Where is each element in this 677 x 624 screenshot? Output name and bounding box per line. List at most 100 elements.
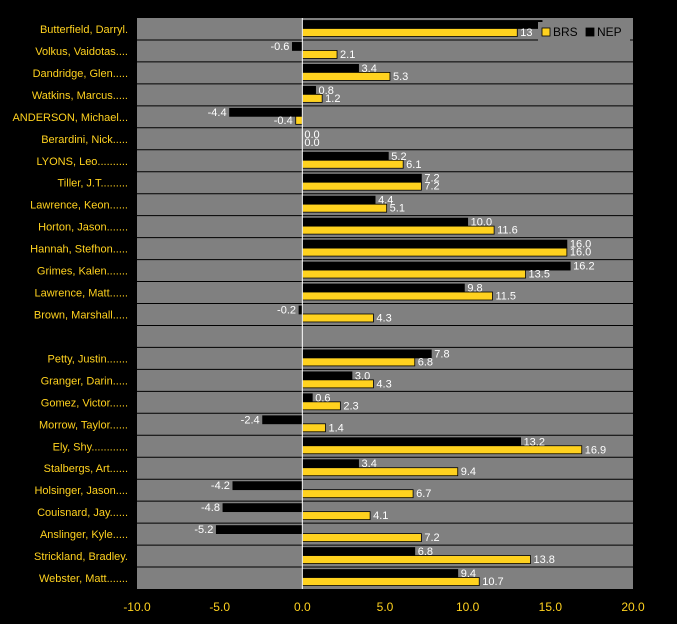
value-label-brs: 13.8 <box>533 554 554 566</box>
x-tick-label: 15.0 <box>539 600 563 614</box>
bar-brs <box>301 28 518 37</box>
category-label: Watkins, Marcus..... <box>32 90 128 102</box>
bar-nep <box>262 415 303 425</box>
bar-nep <box>301 569 459 578</box>
category-label: Strickland, Bradley. <box>34 551 128 563</box>
bar-brs <box>301 555 531 564</box>
x-tick-label: 5.0 <box>377 600 394 614</box>
value-label-brs: -0.4 <box>274 115 293 127</box>
bar-brs <box>301 247 568 257</box>
value-label-nep: 10.0 <box>471 217 492 229</box>
value-label-nep: 6.8 <box>418 546 433 558</box>
value-label-nep: 9.4 <box>461 568 476 580</box>
bar-nep <box>301 217 469 227</box>
bar-brs <box>301 181 422 191</box>
category-label: Butterfield, Darryl. <box>40 24 128 36</box>
bar-nep <box>301 459 359 469</box>
bars <box>215 20 583 586</box>
value-label-nep: 16.2 <box>573 261 594 273</box>
bar-brs <box>301 357 416 367</box>
category-label: Holsinger, Jason.... <box>34 485 128 497</box>
category-label: Ely, Shy............ <box>53 441 128 453</box>
value-labels: 13-0.62.13.45.30.81.2-4.4-0.40.00.05.26.… <box>194 27 606 588</box>
value-label-nep: 4.4 <box>378 195 393 207</box>
category-label: Gomez, Victor...... <box>41 397 128 409</box>
value-label-brs: 5.1 <box>390 203 405 215</box>
category-label: ANDERSON, Michael... <box>12 112 128 124</box>
legend-swatch-brs <box>541 27 551 37</box>
category-label: Lawrence, Matt...... <box>34 288 128 300</box>
bar-nep <box>301 371 353 381</box>
value-label-nep: -0.6 <box>270 41 289 53</box>
value-label-nep: -2.4 <box>241 414 260 426</box>
value-label-brs: 6.8 <box>418 356 433 368</box>
value-label-brs: 4.1 <box>373 510 388 522</box>
bar-brs <box>301 533 422 542</box>
value-label-brs: 13 <box>520 27 532 39</box>
value-label-brs: 2.1 <box>340 49 355 61</box>
x-tick-labels: -10.0 -5.0 0.0 5.0 10.0 15.0 20.0 <box>123 600 645 614</box>
category-label: Dandridge, Glen..... <box>33 68 128 80</box>
category-label: Lawrence, Keon...... <box>30 200 128 212</box>
x-tick-label: -10.0 <box>123 600 151 614</box>
bar-brs <box>301 313 374 323</box>
bar-nep <box>301 437 521 447</box>
bar-brs <box>301 50 338 59</box>
category-label: Berardini, Nick..... <box>41 134 128 146</box>
value-label-nep: 0.6 <box>315 392 330 404</box>
x-tick-label: -5.0 <box>209 600 230 614</box>
value-label-nep: 0.0 <box>304 129 319 141</box>
category-label: Volkus, Vaidotas.... <box>35 46 128 58</box>
legend-label-brs: BRS <box>553 25 578 39</box>
value-label-brs: 11.5 <box>495 291 516 303</box>
bar-brs <box>301 423 326 433</box>
category-label: Grimes, Kalen....... <box>37 266 128 278</box>
legend: BRS NEP <box>538 22 630 42</box>
x-tick-label: 10.0 <box>456 600 480 614</box>
category-label: Couisnard, Jay...... <box>37 507 128 519</box>
value-label-nep: -4.4 <box>208 107 227 119</box>
bar-nep <box>301 173 422 183</box>
bar-brs <box>301 467 459 477</box>
category-label: Brown, Marshall..... <box>34 309 128 321</box>
category-label: Webster, Matt....... <box>39 573 128 585</box>
bar-brs <box>301 577 480 586</box>
value-label-brs: 6.7 <box>416 488 431 500</box>
value-label-brs: 1.4 <box>328 422 343 434</box>
grid-lines <box>137 39 633 568</box>
bar-nep <box>232 481 303 491</box>
bar-nep <box>301 20 543 29</box>
bar-nep <box>301 393 313 403</box>
value-label-nep: 3.4 <box>362 458 377 470</box>
value-label-brs: 4.3 <box>376 312 391 324</box>
bar-nep <box>301 239 568 249</box>
value-label-brs: 6.1 <box>406 159 421 171</box>
bar-brs <box>301 159 404 169</box>
category-label: Petty, Justin....... <box>48 353 129 365</box>
bar-brs <box>295 115 303 125</box>
value-label-brs: 16.9 <box>585 444 606 456</box>
value-label-nep: -4.2 <box>211 480 230 492</box>
category-label: LYONS, Leo.......... <box>36 156 128 168</box>
bar-nep <box>301 195 376 205</box>
bar-nep <box>215 525 303 534</box>
bar-nep <box>301 349 432 359</box>
value-label-brs: 1.2 <box>325 93 340 105</box>
value-label-brs: 7.2 <box>424 532 439 544</box>
value-label-brs: 4.3 <box>376 378 391 390</box>
value-label-brs: 9.4 <box>461 466 476 478</box>
legend-label-nep: NEP <box>597 25 622 39</box>
bar-nep <box>222 503 303 513</box>
bar-nep <box>301 64 359 73</box>
value-label-brs: 10.7 <box>482 576 503 588</box>
bar-nep <box>301 283 465 293</box>
category-label: Morrow, Taylor...... <box>39 419 128 431</box>
bar-nep <box>301 85 316 95</box>
value-label-nep: -0.2 <box>277 304 296 316</box>
category-label: Stalbergs, Art...... <box>44 463 128 475</box>
legend-swatch-nep <box>585 27 595 37</box>
value-label-nep: -4.8 <box>201 502 220 514</box>
bar-brs <box>301 203 388 213</box>
